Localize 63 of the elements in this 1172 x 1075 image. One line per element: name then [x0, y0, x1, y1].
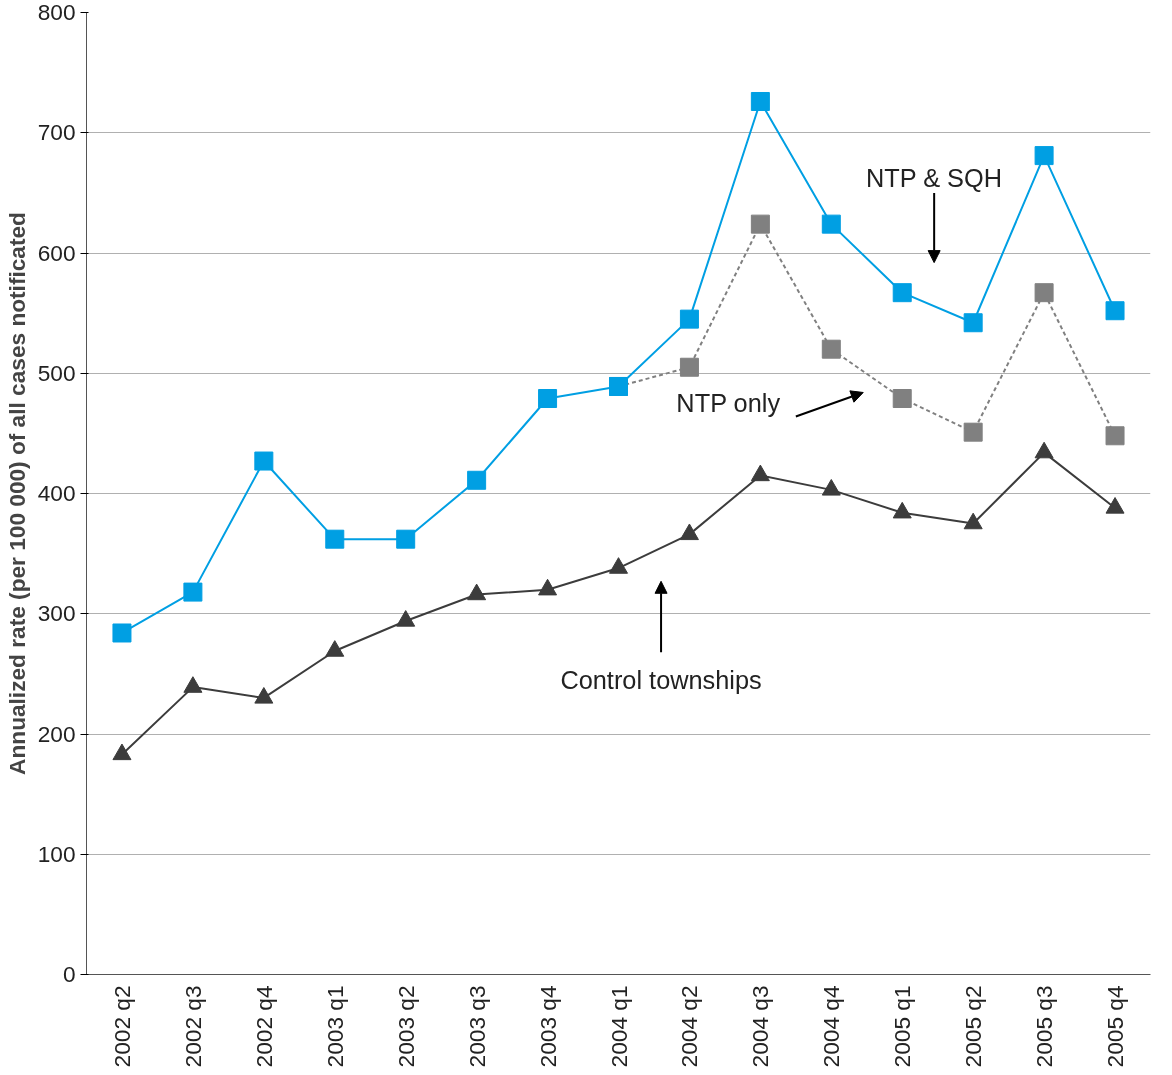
- point: [467, 583, 487, 601]
- point: [821, 479, 841, 496]
- x-tick-label: 2004 q1: [605, 985, 632, 1068]
- point: [183, 582, 203, 602]
- point: [467, 470, 487, 490]
- y-tick-label: 100: [37, 840, 76, 867]
- y-tick-label: 300: [37, 600, 76, 627]
- point: [1034, 283, 1054, 303]
- x-tick-label: 2003 q1: [321, 985, 348, 1068]
- point: [963, 422, 983, 442]
- point: [396, 610, 416, 627]
- point: [325, 529, 345, 549]
- point: [679, 523, 699, 541]
- point: [609, 557, 628, 574]
- series-label: NTP & SQH: [865, 164, 1002, 193]
- point: [679, 309, 699, 329]
- y-tick-label: 0: [62, 961, 76, 987]
- x-tick-label: 2002 q3: [179, 985, 206, 1068]
- point: [254, 451, 274, 471]
- point: [1105, 301, 1125, 321]
- point: [750, 464, 770, 482]
- point: [821, 214, 841, 234]
- y-tick-label: 700: [37, 119, 76, 146]
- text: Control townships: [560, 665, 762, 694]
- point: [892, 389, 912, 408]
- point: [750, 91, 770, 111]
- point: [750, 214, 770, 234]
- x-tick-label: 2004 q4: [818, 985, 845, 1068]
- point: [892, 501, 912, 519]
- point: [183, 676, 203, 693]
- x-tick-label: 2005 q2: [960, 985, 987, 1068]
- point: [325, 640, 345, 657]
- x-tick-label: 2004 q2: [676, 985, 703, 1068]
- x-tick-label: 2003 q3: [463, 985, 490, 1068]
- point: [1034, 441, 1054, 459]
- point: [821, 339, 841, 359]
- x-tick-label: 2005 q3: [1031, 985, 1058, 1068]
- point: [538, 578, 558, 596]
- point: [963, 313, 983, 333]
- point: [1105, 497, 1125, 514]
- point: [1034, 146, 1054, 166]
- point: [679, 357, 699, 377]
- point: [254, 687, 274, 704]
- y-tick-label: 400: [37, 480, 76, 506]
- point: [1105, 426, 1125, 446]
- y-tick-label: 600: [37, 239, 76, 266]
- point: [892, 283, 912, 303]
- y-tick-label: 200: [37, 720, 76, 747]
- series-label: NTP only: [676, 389, 781, 418]
- point: [963, 512, 983, 530]
- y-tick-label: 500: [37, 359, 76, 386]
- x-tick-label: 2002 q2: [108, 985, 135, 1068]
- x-tick-label: 2004 q3: [747, 985, 774, 1068]
- point: [538, 389, 558, 408]
- x-tick-label: 2005 q1: [889, 985, 916, 1068]
- point: [396, 529, 416, 549]
- point: [112, 743, 132, 761]
- x-tick-label: 2003 q4: [534, 985, 561, 1068]
- y-axis-title: Annualized rate (per 100 000) of all cases notificated: [3, 212, 30, 775]
- y-tick-label: 800: [37, 0, 76, 25]
- x-tick-label: 2005 q4: [1102, 985, 1129, 1068]
- x-tick-label: 2003 q2: [392, 985, 419, 1068]
- x-tick-label: 2002 q4: [250, 985, 277, 1068]
